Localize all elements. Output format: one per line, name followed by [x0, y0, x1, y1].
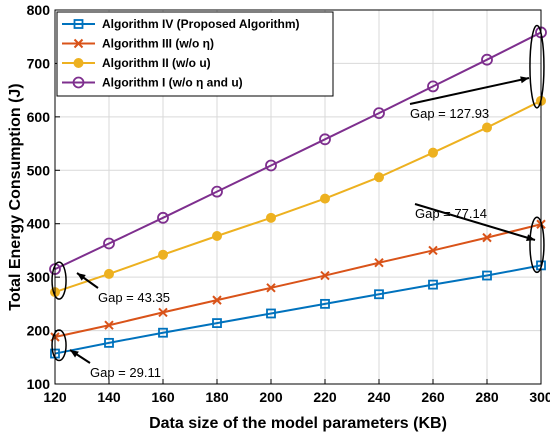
data-point	[212, 318, 222, 328]
series-line	[54, 31, 542, 271]
gap-label: Gap = 43.35	[98, 290, 170, 305]
gap-arrowhead	[526, 234, 535, 241]
data-point	[158, 327, 168, 338]
data-point	[104, 268, 114, 279]
data-point	[104, 337, 114, 348]
gap-ellipse	[51, 261, 67, 300]
x-tick-label: 120	[43, 389, 67, 405]
data-point	[158, 307, 168, 318]
x-tick-label: 300	[529, 389, 550, 405]
x-tick-label: 220	[313, 389, 337, 405]
data-point	[428, 147, 438, 158]
legend-item: Algorithm II (w/o u)	[62, 56, 211, 70]
gap-annotation: Gap = 29.11	[51, 329, 161, 380]
legend-marker	[72, 76, 85, 89]
series-4	[49, 26, 547, 276]
data-point	[266, 212, 276, 223]
x-tick-label: 200	[259, 389, 283, 405]
y-tick-label: 600	[27, 109, 51, 125]
data-point	[482, 270, 492, 281]
data-point	[211, 185, 223, 198]
data-point	[374, 258, 384, 268]
series-line	[54, 99, 542, 294]
legend-label: Algorithm I (w/o η and u)	[102, 76, 243, 90]
gap-annotation: Gap = 43.35	[51, 261, 170, 305]
data-point	[265, 159, 277, 172]
data-point	[374, 289, 384, 300]
data-point	[373, 107, 385, 120]
gap-arrowhead	[77, 273, 86, 281]
x-tick-label: 140	[97, 389, 121, 405]
y-tick-label: 700	[27, 55, 51, 71]
x-axis-label: Data size of the model parameters (KB)	[149, 415, 447, 432]
data-point	[266, 283, 276, 293]
gap-ellipse	[51, 329, 67, 362]
legend-item: Algorithm IV (Proposed Algorithm)	[62, 17, 300, 31]
gap-annotation: Gap = 77.14	[414, 203, 545, 274]
gap-label: Gap = 29.11	[90, 365, 161, 380]
series-line	[54, 264, 542, 355]
legend-items: Algorithm IV (Proposed Algorithm) Algorit…	[62, 17, 300, 90]
data-point	[212, 295, 222, 305]
legend-marker	[73, 58, 84, 68]
data-point	[266, 308, 276, 319]
gap-label: Gap = 77.14	[415, 206, 487, 221]
annotations: Gap = 29.11 Gap = 43.35 Gap = 77.14 Gap = 1…	[51, 24, 545, 380]
data-point	[104, 320, 114, 330]
gap-arrowhead	[70, 350, 79, 358]
data-point	[428, 245, 438, 256]
x-tick-label: 280	[475, 389, 499, 405]
gap-ellipse	[529, 24, 545, 109]
data-point	[158, 249, 168, 260]
data-point	[319, 133, 331, 146]
gap-arrowhead	[520, 76, 529, 84]
data-point	[320, 270, 330, 281]
series-lines	[49, 26, 547, 359]
y-tick-label: 400	[27, 216, 51, 232]
legend-label: Algorithm III (w/o η)	[102, 37, 214, 51]
gap-annotation: Gap = 127.93	[409, 24, 545, 121]
y-axis-label: Total Energy Consumption (J)	[7, 83, 24, 310]
legend-marker	[73, 38, 84, 49]
data-point	[428, 279, 438, 290]
data-point	[482, 122, 492, 133]
tick-labels: 120 140 160 180 200 220 240 260 280 300 100 200 300 4…	[27, 2, 550, 405]
data-point	[212, 231, 222, 242]
data-point	[481, 53, 493, 66]
legend: Algorithm IV (Proposed Algorithm) Algorit…	[56, 11, 334, 97]
y-tick-label: 500	[27, 162, 51, 178]
data-point	[320, 193, 330, 204]
legend-marker	[73, 19, 84, 29]
gap-ellipse	[529, 216, 545, 274]
plot-area-border	[54, 9, 542, 385]
data-point	[374, 172, 384, 183]
data-point	[103, 237, 115, 250]
x-tick-label: 180	[205, 389, 229, 405]
gap-arrow	[409, 77, 530, 105]
data-point	[427, 80, 439, 93]
data-point	[157, 211, 169, 224]
gap-label: Gap = 127.93	[410, 106, 489, 121]
data-point	[482, 232, 492, 243]
gap-arrow	[414, 203, 536, 241]
x-tick-label: 160	[151, 389, 175, 405]
y-tick-label: 800	[27, 2, 51, 18]
y-tick-label: 200	[27, 323, 51, 339]
x-tick-label: 240	[367, 389, 391, 405]
x-tick-label: 260	[421, 389, 445, 405]
legend-item: Algorithm I (w/o η and u)	[62, 76, 243, 90]
y-tick-label: 100	[27, 376, 51, 392]
data-point	[320, 298, 330, 309]
legend-box	[56, 11, 334, 97]
legend-label: Algorithm IV (Proposed Algorithm)	[102, 17, 300, 31]
legend-item: Algorithm III (w/o η)	[62, 37, 214, 51]
series-line	[54, 223, 542, 338]
y-tick-label: 300	[27, 269, 51, 285]
legend-label: Algorithm II (w/o u)	[102, 56, 211, 70]
